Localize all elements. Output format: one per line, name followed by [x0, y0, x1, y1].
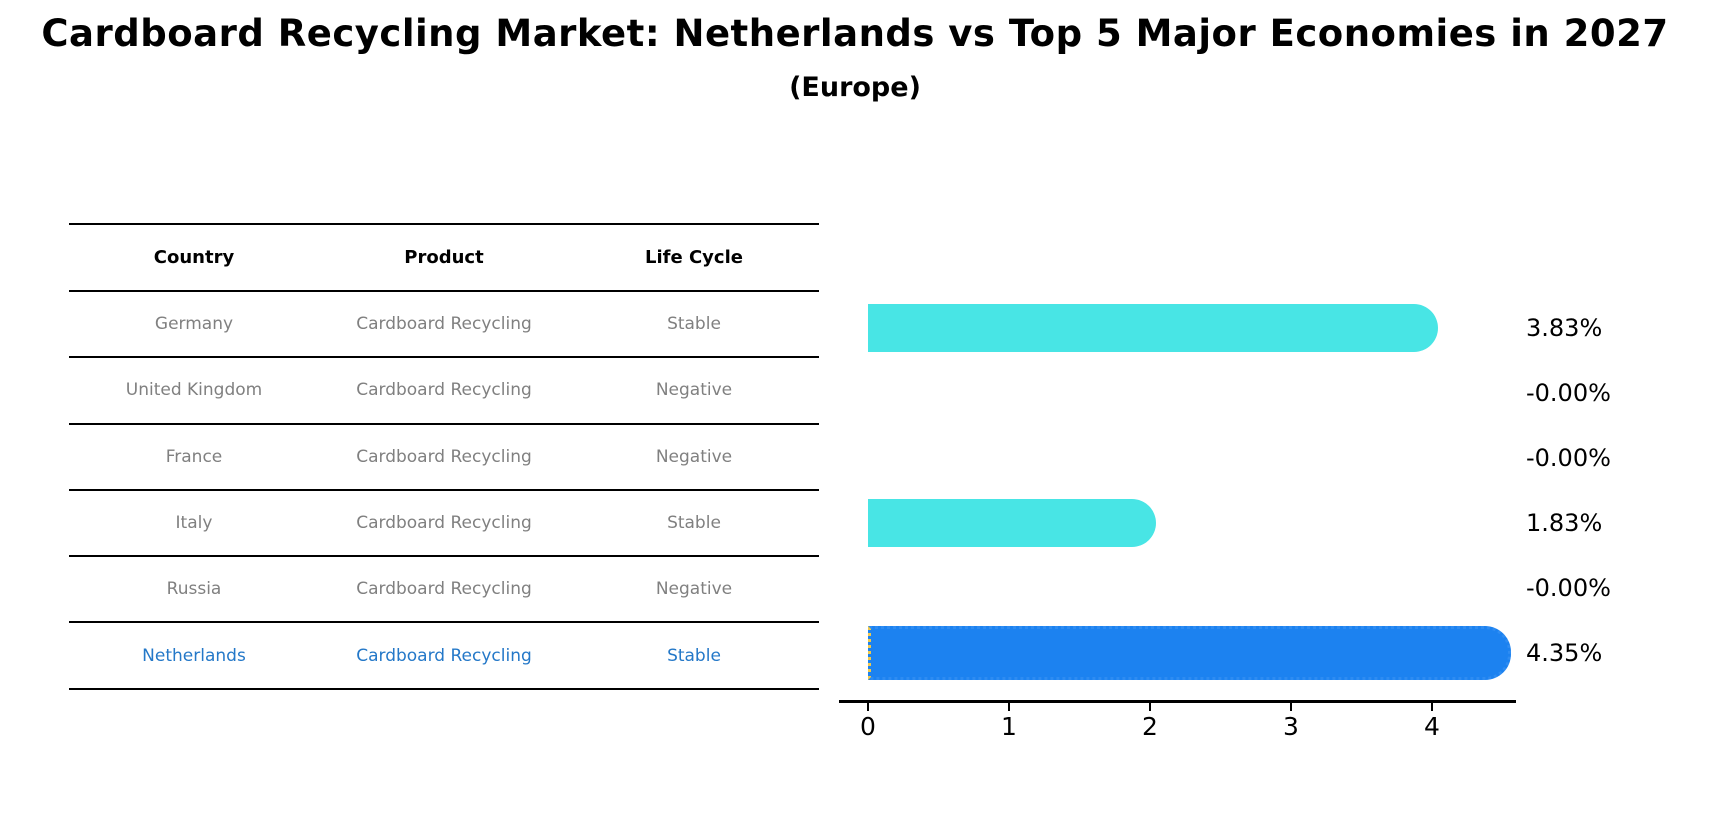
table-cell-country: Russia: [166, 579, 222, 600]
table-cell-product: Cardboard Recycling: [356, 645, 532, 666]
table-header-lifecycle: Life Cycle: [645, 247, 743, 268]
table-cell-life-cycle: Negative: [655, 579, 733, 600]
value-label-germany: 3.83%: [1526, 314, 1603, 342]
x-tick-mark-0: [867, 702, 869, 711]
table-cell-life-cycle: Negative: [655, 446, 733, 467]
table-cell-country: France: [165, 446, 223, 467]
x-tick-label-2: 2: [1142, 712, 1158, 741]
table-cell-product: Cardboard Recycling: [356, 513, 532, 534]
table-cell-product: Cardboard Recycling: [356, 579, 532, 600]
value-label-russia: -0.00%: [1526, 574, 1611, 602]
bar-germany: [868, 304, 1439, 352]
table-row-italy: Italy Cardboard Recycling Stable: [69, 491, 819, 558]
table-header-product: Product: [404, 247, 484, 268]
x-tick-mark-4: [1431, 702, 1433, 711]
table-row-germany: Germany Cardboard Recycling Stable: [69, 292, 819, 359]
table-header-country: Country: [153, 247, 235, 268]
table-cell-country: Italy: [175, 513, 213, 534]
table-cell-product: Cardboard Recycling: [356, 314, 532, 335]
chart-subtitle: (Europe): [789, 72, 921, 103]
table-cell-life-cycle: Stable: [667, 513, 721, 534]
value-label-france: -0.00%: [1526, 444, 1611, 472]
chart-title: Cardboard Recycling Market: Netherlands …: [41, 12, 1669, 55]
x-tick-mark-3: [1290, 702, 1292, 711]
table-cell-country: Germany: [154, 314, 234, 335]
table-row-russia: Russia Cardboard Recycling Negative: [69, 557, 819, 624]
bar-italy: [868, 499, 1157, 547]
table-cell-life-cycle: Stable: [667, 645, 721, 666]
x-tick-label-4: 4: [1424, 712, 1440, 741]
table-row-united-kingdom: United Kingdom Cardboard Recycling Negativ…: [69, 358, 819, 425]
value-label-united-kingdom: -0.00%: [1526, 379, 1611, 407]
table-row-netherlands: Netherlands Cardboard Recycling Stable: [69, 623, 819, 690]
x-tick-label-3: 3: [1283, 712, 1299, 741]
x-tick-label-1: 1: [1001, 712, 1017, 741]
table-cell-product: Cardboard Recycling: [356, 446, 532, 467]
table-cell-country: United Kingdom: [125, 380, 263, 401]
table-row-france: France Cardboard Recycling Negative: [69, 425, 819, 491]
x-tick-mark-2: [1149, 702, 1151, 711]
table-body: Germany Cardboard Recycling Stable United K…: [69, 292, 819, 690]
x-tick-label-0: 0: [860, 712, 876, 741]
value-label-italy: 1.83%: [1526, 509, 1603, 537]
table-cell-life-cycle: Stable: [667, 314, 721, 335]
table-cell-product: Cardboard Recycling: [356, 380, 532, 401]
x-axis-line: [839, 700, 1516, 703]
table-cell-country: Netherlands: [142, 645, 246, 666]
table-cell-life-cycle: Negative: [655, 380, 733, 401]
comparison-table: Country Product Life Cycle Germany Cardbo…: [69, 223, 819, 690]
bar-netherlands: [868, 626, 1512, 680]
x-tick-mark-1: [1008, 702, 1010, 711]
table-header-row: Country Product Life Cycle: [69, 225, 819, 292]
value-label-netherlands: 4.35%: [1526, 639, 1603, 667]
